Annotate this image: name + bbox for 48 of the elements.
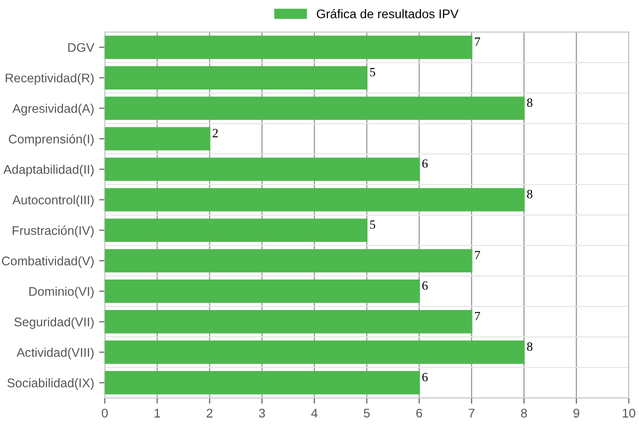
y-tick-label: Comprensión(I) bbox=[8, 134, 94, 146]
bar bbox=[104, 36, 472, 59]
data-label: 8 bbox=[527, 98, 532, 107]
bar bbox=[104, 96, 525, 120]
y-tick-label: Dominio(VI) bbox=[29, 286, 94, 298]
x-tick-label: 5 bbox=[364, 408, 370, 418]
data-label: 2 bbox=[212, 128, 218, 138]
bar bbox=[104, 310, 472, 334]
x-tick-label: 3 bbox=[258, 408, 265, 418]
bar bbox=[104, 218, 368, 242]
y-tick-label: Autocontrol(III) bbox=[12, 195, 94, 207]
y-tick-label: Actividad(VIII) bbox=[16, 348, 94, 360]
bar bbox=[104, 188, 525, 212]
data-label: 6 bbox=[422, 281, 428, 290]
legend-label: Gráfica de resultados IPV bbox=[316, 8, 459, 18]
data-label: 6 bbox=[422, 159, 428, 168]
y-tick-label: Receptividad(R) bbox=[6, 73, 94, 85]
x-tick-label: 10 bbox=[622, 408, 636, 418]
x-tick-label: 8 bbox=[521, 408, 527, 418]
y-tick-label: Frustración(IV) bbox=[12, 226, 94, 238]
data-label: 7 bbox=[475, 312, 480, 320]
data-label: 6 bbox=[422, 372, 428, 382]
bar bbox=[104, 127, 210, 150]
x-tick-label: 2 bbox=[206, 408, 212, 418]
x-tick-label: 6 bbox=[416, 408, 422, 418]
data-label: 7 bbox=[475, 38, 480, 46]
y-tick-label: Adaptabilidad(II) bbox=[3, 164, 94, 176]
y-tick-label: Agresividad(A) bbox=[12, 104, 94, 116]
y-tick-label: Combatividad(V) bbox=[2, 256, 94, 268]
bar bbox=[104, 280, 420, 303]
x-tick-label: 4 bbox=[311, 408, 318, 418]
data-label: 8 bbox=[527, 342, 532, 351]
bar bbox=[104, 371, 420, 394]
data-label: 8 bbox=[527, 190, 532, 198]
data-label: 5 bbox=[370, 68, 376, 76]
x-tick-label: 9 bbox=[573, 408, 580, 418]
x-tick-label: 1 bbox=[154, 408, 160, 418]
bar bbox=[104, 249, 472, 272]
y-tick-label: Sociabilidad(IX) bbox=[7, 378, 94, 390]
y-tick-label: DGV bbox=[68, 43, 94, 52]
bar bbox=[104, 158, 420, 181]
y-tick-label: Seguridad(VII) bbox=[14, 317, 94, 329]
x-tick-label: 7 bbox=[468, 408, 474, 418]
data-label: 7 bbox=[475, 250, 480, 260]
bar bbox=[104, 66, 368, 90]
data-label: 5 bbox=[370, 220, 376, 229]
bar bbox=[104, 340, 525, 364]
x-tick-label: 0 bbox=[102, 408, 108, 418]
